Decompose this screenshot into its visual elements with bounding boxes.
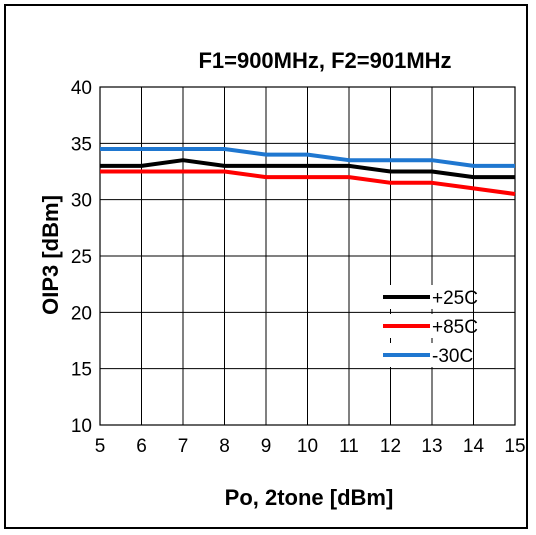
plot-border [99, 86, 516, 426]
x-tick-label: 14 [463, 436, 485, 457]
series-line [100, 158, 515, 180]
x-tick-label: 7 [178, 436, 189, 457]
x-tick-label: 10 [297, 436, 318, 457]
series-line [100, 147, 515, 168]
y-tick-label: 20 [71, 303, 92, 324]
legend-label: -30C [432, 346, 473, 367]
x-tick-label: 6 [136, 436, 147, 457]
x-tick-label: 8 [219, 436, 230, 457]
y-tick-label: 10 [71, 416, 92, 437]
x-tick-label: 13 [421, 436, 442, 457]
x-tick-label: 9 [261, 436, 272, 457]
chart-title: F1=900MHz, F2=901MHz [198, 48, 451, 73]
legend-label: +85C [432, 317, 478, 338]
y-tick-label: 25 [71, 247, 92, 268]
series-line [100, 169, 516, 196]
y-axis-label: OIP3 [dBm] [38, 195, 63, 315]
x-tick-label: 11 [339, 436, 359, 457]
plot-area: 5 6 7 8 9 10 11 12 13 14 15 10 15 20 25 30 35 40 +25C +85C -… [71, 78, 526, 457]
x-tick-label: 12 [380, 436, 401, 457]
x-tick-label: 5 [95, 436, 106, 457]
y-tick-label: 30 [71, 191, 92, 212]
x-axis-label: Po, 2tone [dBm] [225, 485, 394, 510]
y-tick-label: 40 [71, 78, 92, 99]
legend-label: +25C [432, 288, 478, 309]
y-tick-label: 15 [71, 360, 92, 381]
x-tick-label: 15 [504, 436, 525, 457]
y-tick-label: 35 [71, 134, 92, 155]
